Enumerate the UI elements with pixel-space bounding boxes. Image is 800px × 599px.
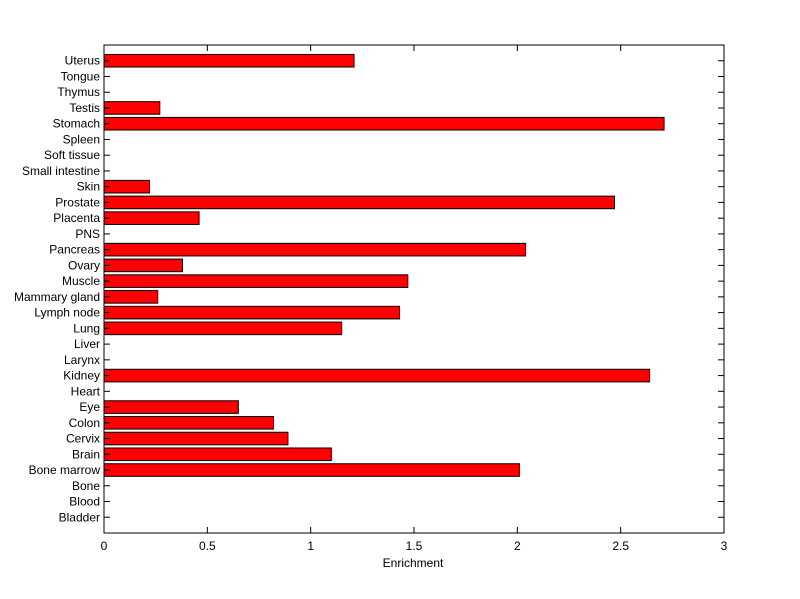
y-tick-label: Colon — [69, 416, 100, 430]
y-tick-label: Spleen — [63, 132, 100, 146]
y-tick-label: PNS — [75, 227, 100, 241]
y-tick-label: Eye — [79, 400, 100, 414]
y-tick-label: Liver — [74, 337, 100, 351]
y-tick-label: Heart — [71, 384, 101, 398]
x-tick-label: 3 — [721, 539, 728, 553]
x-tick-label: 0 — [101, 539, 108, 553]
bar-brain — [103, 447, 332, 462]
bar-kidney — [103, 368, 651, 383]
x-tick-label: 1.5 — [406, 539, 423, 553]
y-tick-label: Larynx — [64, 353, 100, 367]
y-tick-label: Tongue — [61, 69, 101, 83]
bar-muscle — [103, 274, 409, 288]
y-tick-label: Muscle — [62, 274, 100, 288]
bar-placenta — [103, 211, 200, 225]
x-tick-label: 1 — [307, 539, 314, 553]
y-tick-label: Thymus — [57, 85, 100, 99]
bar-pancreas — [103, 242, 527, 257]
y-tick-label: Mammary gland — [14, 290, 100, 304]
bar-ovary — [103, 258, 184, 273]
y-tick-label: Uterus — [65, 54, 100, 68]
y-tick-label: Testis — [69, 101, 100, 115]
y-tick-label: Ovary — [68, 258, 100, 272]
bar-stomach — [103, 116, 665, 131]
y-tick-label: Bladder — [59, 510, 100, 524]
y-tick-label: Blood — [69, 495, 100, 509]
bar-skin — [103, 179, 150, 194]
y-tick-label: Brain — [72, 447, 100, 461]
bar-eye — [103, 400, 239, 414]
y-tick-label: Kidney — [63, 369, 100, 383]
y-tick-label: Prostate — [55, 195, 100, 209]
x-tick-label: 2.5 — [612, 539, 629, 553]
y-tick-label: Cervix — [66, 432, 100, 446]
bar-lymph-node — [103, 305, 401, 320]
bar-mammary-gland — [103, 290, 159, 304]
y-tick-label: Placenta — [53, 211, 100, 225]
y-tick-label: Bone — [72, 479, 100, 493]
y-tick-label: Soft tissue — [44, 148, 100, 162]
bar-lung — [103, 321, 343, 336]
x-axis-title: Enrichment — [383, 556, 444, 570]
x-tick-label: 2 — [514, 539, 521, 553]
x-tick-label: 0.5 — [199, 539, 216, 553]
y-tick-label: Lung — [73, 321, 100, 335]
y-tick-label: Bone marrow — [29, 463, 101, 477]
y-tick-label: Pancreas — [49, 243, 100, 257]
y-tick-label: Lymph node — [34, 306, 100, 320]
bar-uterus — [103, 53, 355, 68]
y-tick-label: Small intestine — [22, 164, 100, 178]
bar-bone-marrow — [103, 463, 520, 477]
bar-colon — [103, 416, 274, 430]
y-tick-label: Skin — [77, 180, 100, 194]
bar-cervix — [103, 431, 289, 446]
bar-prostate — [103, 195, 615, 210]
y-tick-label: Stomach — [53, 117, 100, 131]
x-ticks-group: 0 0.5 1 1.5 2 2.5 3 — [101, 45, 728, 553]
bar-testis — [103, 101, 161, 115]
